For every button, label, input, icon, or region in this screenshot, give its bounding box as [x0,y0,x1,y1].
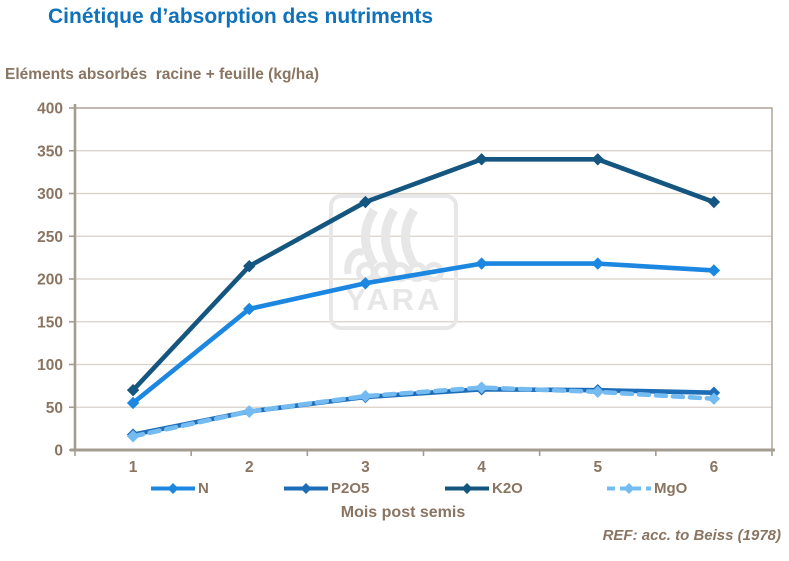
watermark-shield [356,262,376,282]
series-MgO [126,381,721,443]
series-line-N [130,261,717,406]
page-title: Cinétique d’absorption des nutriments [48,5,434,28]
legend-marker-K2O [445,483,489,494]
K2O-data-point [243,259,256,273]
watermark-sail [381,207,398,268]
watermark-text: YARA [346,282,443,317]
x-tick-label: 5 [593,459,602,476]
legend-MgO-data-point [623,483,635,494]
legend-label: MgO [654,480,688,497]
yara-watermark: YARA [329,194,458,330]
watermark-border [329,194,458,330]
N-data-point [475,257,488,270]
N-data-point [243,302,256,316]
legend-item-N: N [150,480,209,497]
K2O-data-point [591,153,604,166]
x-tick-label: 6 [710,459,719,476]
N-data-point [126,396,140,410]
K2O-data-point [475,153,488,166]
watermark-sail [361,207,378,268]
series-K2O [126,153,721,397]
y-tick-label: 200 [37,272,63,289]
y-tick-label: 150 [37,314,63,331]
x-tick-label: 3 [361,459,370,476]
series-line-MgO [130,385,717,439]
series-line-K2O [130,157,717,393]
y-tick-label: 0 [54,443,63,460]
x-axis-title: Mois post semis [340,504,466,521]
y-axis-title: Eléments absorbés racine + feuille (kg/h… [5,66,319,83]
legend-label: N [198,480,209,497]
legend-N-data-point [167,483,179,494]
N-data-point [359,277,372,290]
N-data-point [591,257,604,270]
legend-marker-N [151,483,195,494]
series-N [126,257,721,410]
MgO-data-point [475,381,488,394]
series-line-P2O5 [130,386,717,437]
MgO-data-point [707,392,721,405]
MgO-data-point [359,389,372,403]
K2O-data-point [359,195,372,209]
x-tick-label: 4 [477,459,486,476]
legend-marker-MgO [607,483,651,494]
legend-item-K2O: K2O [444,480,523,497]
y-tick-label: 400 [37,101,63,118]
y-tick-label: 100 [37,357,63,374]
legend-label: K2O [492,480,523,497]
legend-P2O5-data-point [300,483,312,494]
y-tick-label: 250 [37,229,63,246]
MgO-data-point [126,430,140,443]
y-tick-label: 50 [46,400,63,417]
K2O-data-point [126,383,140,397]
K2O-data-point [707,195,721,209]
y-tick-label: 350 [37,143,63,160]
N-data-point [707,264,721,277]
legend-K2O-data-point [461,483,473,494]
legend-item-P2O5: P2O5 [283,480,369,497]
x-tick-label: 1 [129,459,138,476]
watermark-prow [344,248,366,275]
legend-label: P2O5 [331,480,370,497]
reference-note: REF: acc. to Beiss (1978) [602,527,781,544]
y-tick-label: 300 [37,186,63,203]
legend-item-MgO: MgO [606,480,687,497]
chart-legend: N P2O5 K2O MgO [0,480,789,502]
x-tick-label: 2 [245,459,254,476]
watermark-sail [401,207,418,268]
legend-marker-P2O5 [284,483,328,494]
MgO-data-point [243,405,256,418]
MgO-data-point [591,385,604,399]
